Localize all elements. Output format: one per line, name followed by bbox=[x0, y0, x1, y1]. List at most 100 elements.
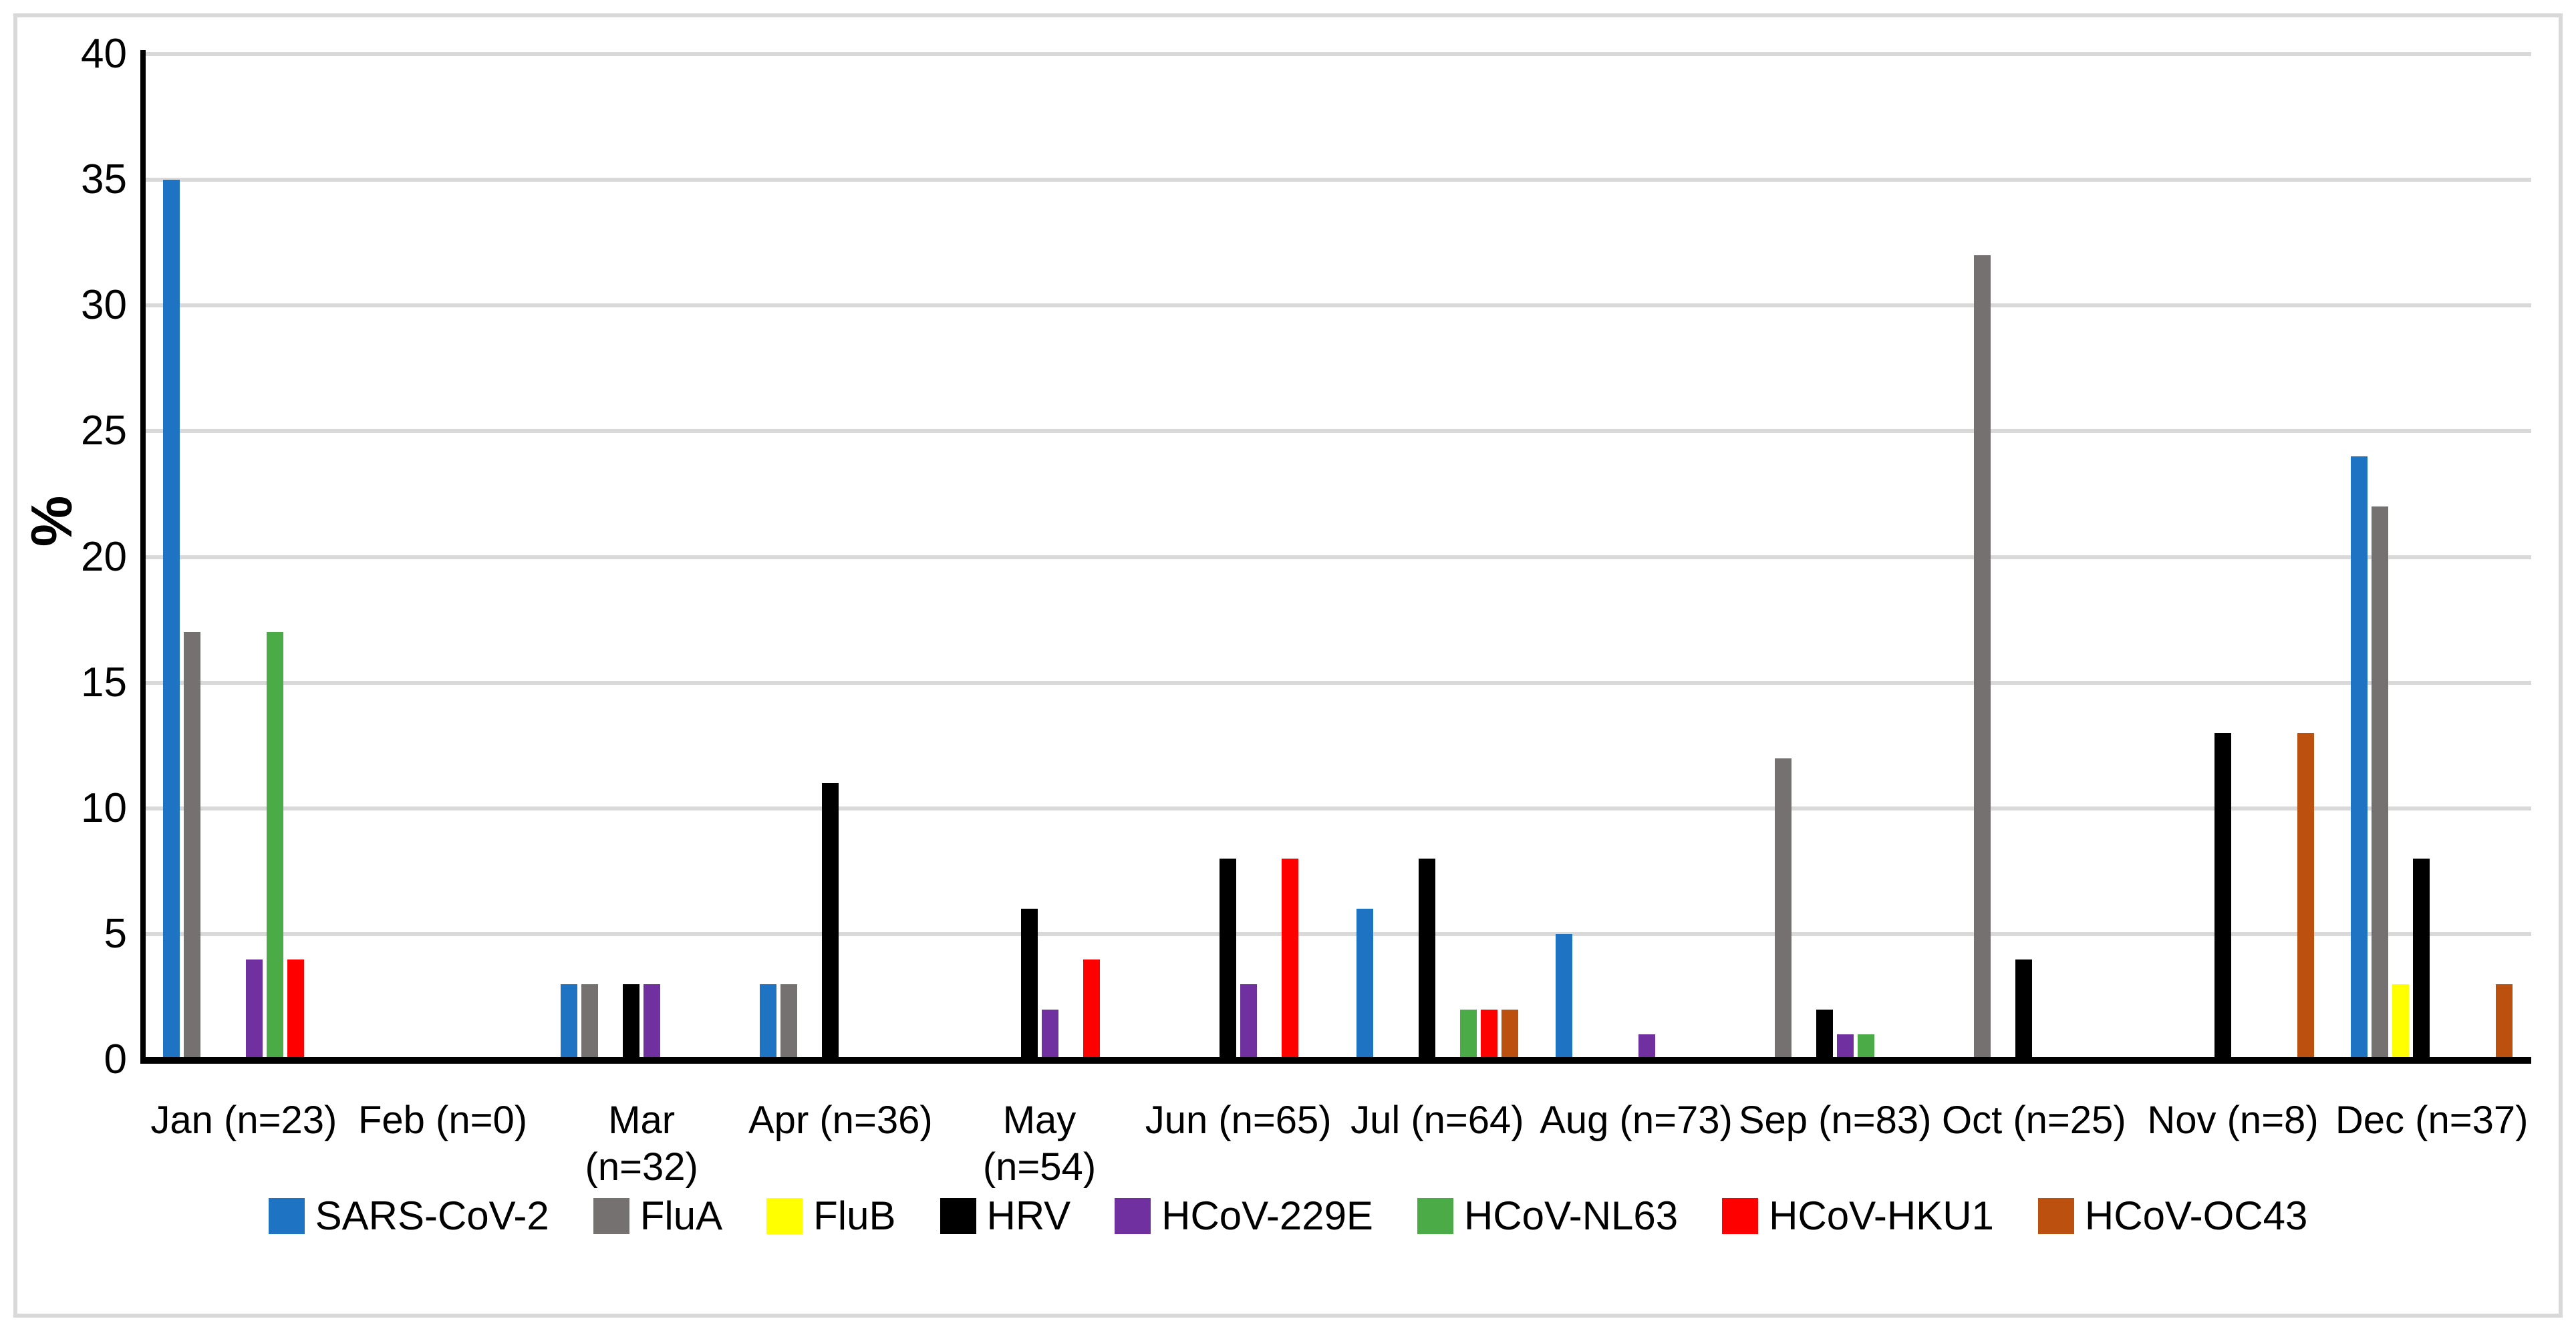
bar-SARS-CoV-2-Mar bbox=[561, 984, 578, 1060]
y-tick-label-15: 15 bbox=[81, 659, 127, 706]
y-tick-label-0: 0 bbox=[104, 1036, 127, 1082]
bar-HCoV-NL63-Jan bbox=[267, 632, 283, 1060]
x-category-label-line: Nov (n=8) bbox=[2147, 1098, 2319, 1142]
bar-HCoV-NL63-Sep bbox=[1858, 1034, 1875, 1060]
x-category-label-line: Jul (n=64) bbox=[1350, 1098, 1524, 1142]
bar-HCoV-229E-Jun bbox=[1240, 984, 1258, 1060]
legend: SARS-CoV-2 FluA FluB HRV HCoV-229E HCoV-NL63 H… bbox=[0, 1195, 2576, 1237]
bar-SARS-CoV-2-Dec bbox=[2351, 456, 2368, 1060]
bar-FluA-Mar bbox=[581, 984, 599, 1060]
legend-swatch-FluB bbox=[766, 1198, 803, 1234]
legend-label-FluB: FluB bbox=[813, 1193, 896, 1238]
legend-label-HCoV-229E: HCoV-229E bbox=[1161, 1193, 1373, 1238]
x-category-label-Jun: Jun (n=65) bbox=[1105, 1097, 1372, 1144]
bar-HRV-Nov bbox=[2214, 732, 2231, 1060]
x-category-label-Aug: Aug (n=73) bbox=[1503, 1097, 1770, 1144]
x-category-label-line: Jan (n=23) bbox=[150, 1098, 337, 1142]
x-category-label-Nov: Nov (n=8) bbox=[2100, 1097, 2367, 1144]
bar-HCoV-229E-Jan bbox=[246, 959, 263, 1060]
bar-HCoV-229E-Mar bbox=[643, 984, 661, 1060]
bar-HCoV-NL63-Jul bbox=[1460, 1009, 1477, 1060]
legend-label-FluA: FluA bbox=[639, 1193, 723, 1238]
bar-HCoV-HKU1-Jul bbox=[1481, 1009, 1497, 1060]
legend-label-SARS-CoV-2: SARS-CoV-2 bbox=[315, 1193, 549, 1238]
legend-label-HCoV-NL63: HCoV-NL63 bbox=[1463, 1193, 1679, 1238]
bar-HRV-Oct bbox=[2015, 959, 2032, 1060]
gridline-10 bbox=[144, 806, 2531, 810]
legend-swatch-HCoV-HKU1 bbox=[1722, 1198, 1759, 1234]
bar-HCoV-HKU1-Jan bbox=[287, 959, 304, 1060]
x-category-label-Sep: Sep (n=83) bbox=[1701, 1097, 1969, 1144]
legend-swatch-FluA bbox=[593, 1198, 629, 1234]
legend-item-FluA: FluA bbox=[593, 1195, 722, 1237]
bar-FluA-Dec bbox=[2372, 506, 2389, 1060]
y-tick-label-30: 30 bbox=[81, 282, 127, 329]
bar-HCoV-HKU1-Jun bbox=[1282, 859, 1299, 1060]
gridline-20 bbox=[144, 555, 2531, 559]
y-tick-label-25: 25 bbox=[81, 408, 127, 454]
x-category-label-line: Sep (n=83) bbox=[1738, 1098, 1932, 1142]
gridline-25 bbox=[144, 429, 2531, 434]
legend-swatch-HCoV-OC43 bbox=[2037, 1198, 2074, 1234]
y-tick-label-35: 35 bbox=[81, 156, 127, 203]
x-category-label-line: Dec (n=37) bbox=[2335, 1098, 2529, 1142]
bar-HRV-Jul bbox=[1419, 859, 1435, 1060]
legend-swatch-SARS-CoV-2 bbox=[268, 1198, 305, 1234]
bar-HRV-Jun bbox=[1220, 859, 1237, 1060]
x-category-label-Apr: Apr (n=36) bbox=[707, 1097, 974, 1144]
x-category-label-line: Apr (n=36) bbox=[748, 1098, 933, 1142]
x-category-label-line: Feb (n=0) bbox=[357, 1098, 528, 1142]
legend-item-FluB: FluB bbox=[766, 1193, 896, 1238]
x-category-label-line: (n=54) bbox=[982, 1145, 1097, 1189]
x-category-label-May: May (n=54) bbox=[906, 1097, 1173, 1191]
bar-FluB-Dec bbox=[2392, 984, 2410, 1060]
legend-item-HCoV-OC43: HCoV-OC43 bbox=[2037, 1193, 2308, 1238]
bar-HCoV-HKU1-May bbox=[1083, 959, 1100, 1060]
bar-FluA-Jan bbox=[184, 632, 200, 1060]
legend-label-HCoV-HKU1: HCoV-HKU1 bbox=[1769, 1193, 1994, 1238]
bar-HRV-May bbox=[1020, 909, 1038, 1060]
bar-SARS-CoV-2-Jul bbox=[1356, 909, 1373, 1060]
gridline-40 bbox=[144, 52, 2531, 56]
legend-item-HRV: HRV bbox=[940, 1193, 1071, 1238]
x-category-label-Mar: Mar (n=32) bbox=[508, 1097, 775, 1191]
legend-label-HCoV-OC43: HCoV-OC43 bbox=[2084, 1193, 2308, 1238]
x-category-label-line: Mar bbox=[608, 1098, 676, 1142]
gridline-35 bbox=[144, 178, 2531, 182]
x-category-label-line: Jun (n=65) bbox=[1145, 1098, 1332, 1142]
legend-item-HCoV-HKU1: HCoV-HKU1 bbox=[1722, 1195, 1994, 1237]
legend-item-HCoV-229E: HCoV-229E bbox=[1115, 1195, 1373, 1237]
bar-FluA-Apr bbox=[780, 984, 797, 1060]
legend-label-HRV: HRV bbox=[986, 1193, 1071, 1238]
x-category-label-Jul: Jul (n=64) bbox=[1304, 1097, 1571, 1144]
bar-HCoV-229E-Sep bbox=[1837, 1034, 1854, 1060]
x-category-label-Dec: Dec (n=37) bbox=[2298, 1097, 2565, 1144]
x-category-label-Jan: Jan (n=23) bbox=[110, 1097, 378, 1144]
bar-HCoV-OC43-Dec bbox=[2496, 984, 2513, 1060]
gridline-5 bbox=[144, 931, 2531, 936]
x-category-label-line: Oct (n=25) bbox=[1942, 1098, 2126, 1142]
y-tick-label-20: 20 bbox=[81, 533, 127, 580]
legend-swatch-HCoV-229E bbox=[1115, 1198, 1151, 1234]
bar-HCoV-229E-Aug bbox=[1638, 1034, 1655, 1060]
bar-FluA-Sep bbox=[1775, 758, 1792, 1060]
y-tick-label-40: 40 bbox=[81, 31, 127, 77]
x-category-label-line: May bbox=[1002, 1098, 1077, 1142]
bar-SARS-CoV-2-Aug bbox=[1555, 933, 1572, 1060]
bar-HCoV-229E-May bbox=[1041, 1009, 1058, 1060]
gridline-30 bbox=[144, 303, 2531, 308]
bar-HRV-Apr bbox=[822, 783, 839, 1060]
x-category-label-line: (n=32) bbox=[585, 1145, 698, 1189]
legend-item-HCoV-NL63: HCoV-NL63 bbox=[1417, 1195, 1678, 1237]
legend-swatch-HRV bbox=[940, 1198, 976, 1234]
legend-item-SARS-CoV-2: SARS-CoV-2 bbox=[268, 1193, 549, 1238]
x-axis-line bbox=[140, 1057, 2531, 1064]
bar-HRV-Sep bbox=[1816, 1009, 1834, 1060]
legend-swatch-HCoV-NL63 bbox=[1417, 1198, 1453, 1234]
bar-HCoV-OC43-Nov bbox=[2297, 732, 2314, 1060]
y-tick-label-5: 5 bbox=[104, 910, 127, 957]
figure-border bbox=[13, 13, 2563, 1318]
x-category-label-Oct: Oct (n=25) bbox=[1900, 1097, 2168, 1144]
x-category-label-line: Aug (n=73) bbox=[1540, 1098, 1733, 1142]
